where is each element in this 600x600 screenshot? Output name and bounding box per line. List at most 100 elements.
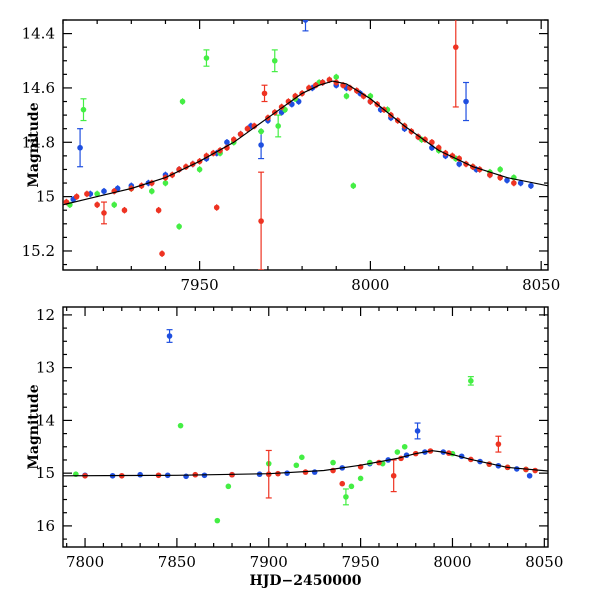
data-point — [456, 161, 462, 167]
data-point — [271, 57, 278, 64]
data-point — [394, 449, 401, 455]
plot-frame — [62, 306, 549, 548]
data-point — [101, 188, 107, 194]
top-panel-lightcurve: 7950 8000 8050 14.4 14.6 14.8 15 15.2 Magnitude — [22, 19, 560, 294]
y-tick-label: 16 — [36, 517, 55, 535]
data-point — [258, 128, 264, 135]
y-tick-label: 14.4 — [22, 25, 55, 43]
data-point — [77, 144, 83, 151]
data-point — [343, 93, 350, 99]
data-point — [149, 188, 155, 194]
data-point — [166, 333, 173, 339]
data-point — [84, 191, 90, 197]
data-point — [487, 172, 493, 178]
data-point — [94, 201, 100, 208]
data-point — [162, 180, 169, 186]
data-point — [452, 44, 459, 50]
data-point — [155, 207, 162, 214]
y-axis-label: Magnitude — [26, 102, 42, 187]
series-green — [67, 49, 517, 230]
data-point — [532, 467, 538, 474]
y-axis-label: Magnitude — [26, 384, 42, 469]
y-tick-label: 15 — [36, 188, 55, 206]
data-point — [495, 441, 502, 447]
data-point — [504, 177, 510, 184]
data-point — [333, 74, 340, 80]
data-point — [80, 106, 87, 113]
data-point — [176, 223, 182, 230]
data-point — [285, 98, 292, 105]
data-point — [511, 180, 517, 186]
data-point — [183, 473, 189, 480]
y-tick-label: 15 — [36, 464, 55, 482]
model-curve — [63, 80, 548, 206]
data-point — [225, 483, 232, 490]
y-tick-label: 12 — [36, 306, 55, 324]
data-point — [497, 166, 503, 173]
x-tick-label: 7850 — [158, 553, 196, 571]
x-tick-label: 8050 — [522, 276, 560, 294]
data-point — [111, 201, 118, 208]
data-point — [177, 422, 184, 429]
data-point — [159, 250, 165, 257]
data-point — [390, 472, 397, 479]
data-point — [73, 193, 80, 200]
series-red — [82, 435, 538, 499]
data-point — [261, 90, 268, 97]
data-point — [463, 98, 469, 105]
data-point — [339, 480, 346, 487]
data-point — [224, 139, 230, 146]
data-point — [137, 471, 143, 478]
y-tick-label: 14.8 — [22, 133, 55, 151]
data-point — [468, 378, 474, 384]
data-point — [121, 207, 128, 214]
y-tick-label: 15.2 — [22, 242, 55, 260]
data-point — [213, 204, 220, 211]
y-tick-label: 13 — [36, 359, 55, 377]
data-point — [429, 139, 435, 146]
data-point — [258, 218, 264, 224]
x-tick-label: 7950 — [181, 276, 219, 294]
data-point — [275, 123, 281, 129]
data-layer — [63, 329, 548, 524]
data-point — [101, 210, 107, 216]
data-point — [251, 123, 258, 129]
data-point — [526, 472, 533, 479]
plot-frame — [62, 19, 549, 271]
series-green — [73, 376, 529, 524]
data-point — [244, 125, 251, 132]
data-point — [348, 483, 355, 490]
x-tick-label: 8000 — [351, 276, 389, 294]
x-tick-label: 8050 — [525, 553, 563, 571]
data-point — [401, 443, 408, 450]
y-tick-label: 14.6 — [22, 79, 55, 97]
model-curve — [63, 450, 548, 477]
x-tick-label: 8000 — [433, 553, 471, 571]
data-point — [528, 182, 534, 189]
data-point — [357, 475, 364, 482]
data-point — [237, 131, 244, 137]
x-tick-label: 7900 — [250, 553, 288, 571]
series-red — [63, 20, 517, 270]
data-point — [311, 469, 318, 475]
data-point — [302, 20, 309, 23]
data-point — [214, 517, 221, 524]
x-tick-label: 7950 — [342, 553, 380, 571]
data-point — [94, 191, 100, 197]
data-point — [258, 142, 264, 148]
data-point — [330, 459, 336, 466]
data-layer — [63, 20, 548, 270]
series-blue — [82, 329, 533, 480]
data-point — [343, 494, 349, 500]
x-axis-label: HJD−2450000 — [250, 573, 362, 589]
data-point — [350, 182, 357, 189]
y-tick-label: 14 — [36, 411, 55, 429]
bottom-panel-lightcurve: 7800 7850 7900 7950 8000 8050 12 13 14 15 16 Magnit… — [26, 306, 563, 589]
data-point — [517, 180, 524, 186]
data-point — [360, 93, 367, 99]
data-point — [414, 428, 421, 434]
x-tick-label: 7800 — [66, 553, 104, 571]
series-blue — [70, 20, 534, 203]
data-point — [293, 462, 300, 469]
